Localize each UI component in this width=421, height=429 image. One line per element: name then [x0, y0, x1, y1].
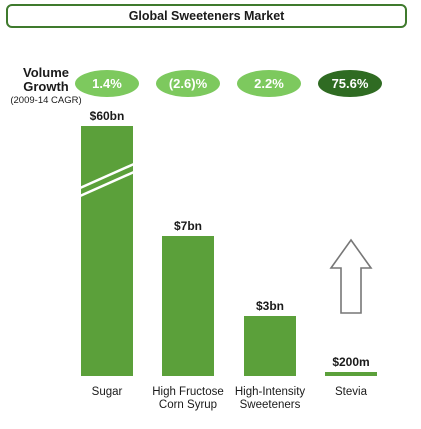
growth-pill-high-intensity: 2.2%: [237, 70, 301, 97]
bar-2: [244, 316, 296, 376]
growth-pill-sugar: 1.4%: [75, 70, 139, 97]
value-label-1: $7bn: [174, 219, 202, 233]
value-label-3: $200m: [332, 355, 369, 369]
category-label-1-0: High Fructose: [152, 386, 224, 398]
volume-growth-label: Volume Growth (2009-14 CAGR): [6, 66, 86, 108]
volume-growth-line2: Growth: [23, 79, 69, 94]
growth-pill-hfcs: (2.6)%: [156, 70, 220, 97]
category-label-3-0: Stevia: [335, 386, 368, 398]
axis-break-line-2: [79, 170, 135, 198]
growth-pill-stevia: 75.6%: [318, 70, 382, 97]
bar-1: [162, 236, 214, 376]
value-label-0: $60bn: [90, 109, 125, 123]
volume-growth-line1: Volume: [23, 65, 69, 80]
bar-3: [325, 372, 377, 376]
volume-growth-subtitle: (2009-14 CAGR): [10, 95, 82, 106]
category-label-1-1: Corn Syrup: [159, 399, 217, 411]
bar-0: [81, 126, 133, 376]
chart-title: Global Sweeteners Market: [6, 4, 407, 28]
category-label-2-1: Sweeteners: [240, 399, 301, 411]
growth-arrow-icon: [329, 238, 373, 314]
category-label-0-0: Sugar: [92, 386, 123, 398]
value-label-2: $3bn: [256, 299, 284, 313]
axis-break-line-1: [79, 162, 135, 190]
category-label-2-0: High-Intensity: [235, 386, 306, 398]
